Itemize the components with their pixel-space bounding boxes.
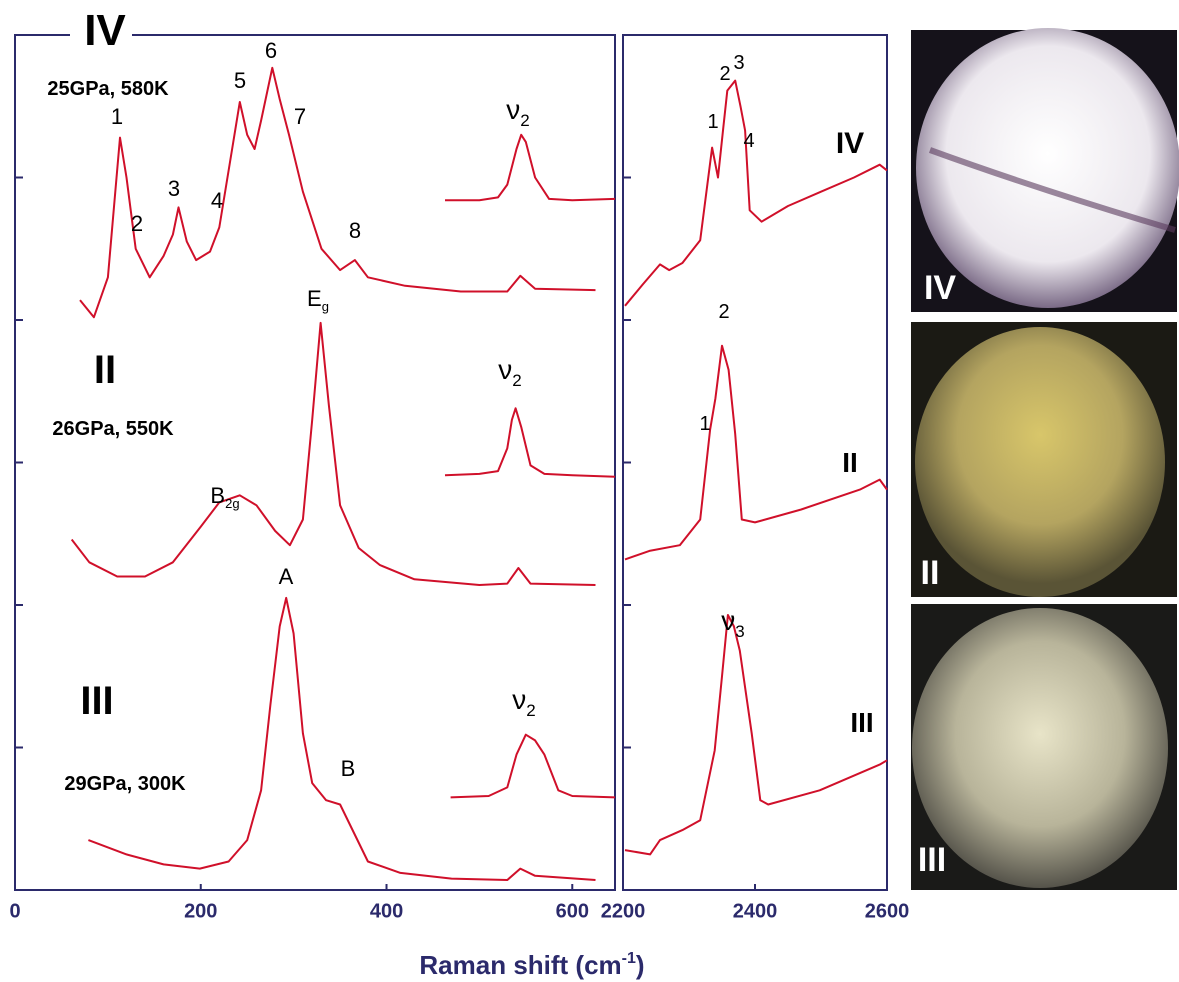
annotation: III bbox=[850, 707, 873, 738]
annotation: III bbox=[80, 679, 113, 723]
annotation: 4 bbox=[211, 188, 223, 213]
annotation-text: 25GPa, 580K bbox=[47, 78, 169, 100]
annotation-base: ν bbox=[506, 94, 520, 125]
spectrum-line bbox=[451, 735, 615, 798]
left-frame bbox=[15, 35, 615, 890]
annotation-base: B bbox=[210, 483, 225, 508]
spectrum-line bbox=[445, 135, 615, 201]
annotation-text: 26GPa, 550K bbox=[52, 418, 174, 440]
photo-label: IV bbox=[924, 269, 956, 307]
x-tick-label: 2600 bbox=[865, 900, 910, 922]
spectrum-line bbox=[625, 81, 887, 306]
annotation: A bbox=[279, 564, 294, 589]
x-axis-title: Raman shift (cm-1) bbox=[419, 950, 644, 980]
annotation-sub: g bbox=[322, 299, 329, 314]
spectrum-line bbox=[72, 323, 596, 585]
annotation: 6 bbox=[265, 38, 277, 63]
annotation: 2 bbox=[719, 63, 730, 85]
annotation-text: 29GPa, 300K bbox=[64, 773, 186, 795]
annotation: 1 bbox=[707, 111, 718, 133]
annotation-sub: 2 bbox=[520, 111, 529, 130]
annotation-text: IV bbox=[84, 6, 126, 55]
x-tick-label: 0 bbox=[9, 900, 20, 922]
photo-label: III bbox=[918, 841, 946, 879]
annotation-text: 8 bbox=[349, 218, 361, 243]
annotation-sub: 2g bbox=[225, 496, 239, 511]
annotation: II bbox=[94, 348, 116, 392]
annotation: ν2 bbox=[498, 354, 521, 390]
photo-panels bbox=[911, 28, 1179, 890]
annotation-text: II bbox=[94, 348, 116, 392]
photo-sample bbox=[916, 28, 1179, 308]
annotation: 25GPa, 580K bbox=[47, 78, 169, 100]
annotation-text: 3 bbox=[168, 176, 180, 201]
x-tick-label: 600 bbox=[556, 900, 589, 922]
annotation: ν2 bbox=[512, 684, 535, 720]
annotation: IV bbox=[84, 6, 126, 55]
annotation: B2g bbox=[210, 483, 239, 511]
annotation: 26GPa, 550K bbox=[52, 418, 174, 440]
annotation-text: B bbox=[341, 756, 356, 781]
annotation: Eg bbox=[307, 286, 329, 314]
annotation: ν2 bbox=[506, 94, 529, 130]
annotation: 3 bbox=[168, 176, 180, 201]
photo-sample bbox=[915, 327, 1165, 597]
annotation-text: 2 bbox=[718, 301, 729, 323]
annotation: ν3 bbox=[721, 605, 744, 641]
annotation-text: 3 bbox=[733, 52, 744, 74]
annotation-text: 5 bbox=[234, 68, 246, 93]
annotation-sub: 2 bbox=[526, 701, 535, 720]
annotation-text: 6 bbox=[265, 38, 277, 63]
x-axis-title-text: Raman shift (cm bbox=[419, 950, 621, 980]
annotation-text: 4 bbox=[743, 130, 754, 152]
annotation: 2 bbox=[718, 301, 729, 323]
annotation-text: 7 bbox=[294, 104, 306, 129]
spectrum-line bbox=[88, 598, 595, 880]
annotation-sub: 3 bbox=[735, 622, 744, 641]
annotation: 8 bbox=[349, 218, 361, 243]
annotation-text: II bbox=[842, 447, 858, 478]
annotation-base: ν bbox=[512, 684, 526, 715]
annotation-text: III bbox=[80, 679, 113, 723]
annotation: IV bbox=[836, 127, 864, 160]
spectrum-line bbox=[445, 408, 615, 477]
annotation: II bbox=[842, 447, 858, 478]
annotation-text: A bbox=[279, 564, 294, 589]
annotation-base: ν bbox=[498, 354, 512, 385]
spectrum-line bbox=[625, 615, 887, 854]
x-tick-label: 2400 bbox=[733, 900, 778, 922]
annotation-sub: 2 bbox=[512, 371, 521, 390]
annotation-text: IV bbox=[836, 127, 864, 160]
x-tick-label: 2200 bbox=[601, 900, 646, 922]
annotation-text: 2 bbox=[719, 63, 730, 85]
annotation-text: 1 bbox=[707, 111, 718, 133]
annotation-text: III bbox=[850, 707, 873, 738]
annotation-base: E bbox=[307, 286, 322, 311]
annotation: 3 bbox=[733, 52, 744, 74]
annotation: 1 bbox=[111, 104, 123, 129]
photo-label: II bbox=[921, 554, 940, 592]
annotation-text: 4 bbox=[211, 188, 223, 213]
figure: Raman shift (cm-1) 0 200 400 600 IV 25GPa, 58… bbox=[0, 0, 1179, 982]
annotation-text: 2 bbox=[131, 211, 143, 236]
annotation: 29GPa, 300K bbox=[64, 773, 186, 795]
x-axis-title-end: ) bbox=[636, 950, 645, 980]
annotation-base: ν bbox=[721, 605, 735, 636]
annotation-text: 1 bbox=[111, 104, 123, 129]
photo-sample bbox=[912, 608, 1168, 888]
annotation: 5 bbox=[234, 68, 246, 93]
x-tick-label: 400 bbox=[370, 900, 403, 922]
x-axis-title-sup: -1 bbox=[622, 950, 636, 967]
annotation: 4 bbox=[743, 130, 754, 152]
annotation: 2 bbox=[131, 211, 143, 236]
annotation: 7 bbox=[294, 104, 306, 129]
annotation: 1 bbox=[699, 413, 710, 435]
annotation-text: 1 bbox=[699, 413, 710, 435]
x-tick-label: 200 bbox=[184, 900, 217, 922]
annotation: B bbox=[341, 756, 356, 781]
